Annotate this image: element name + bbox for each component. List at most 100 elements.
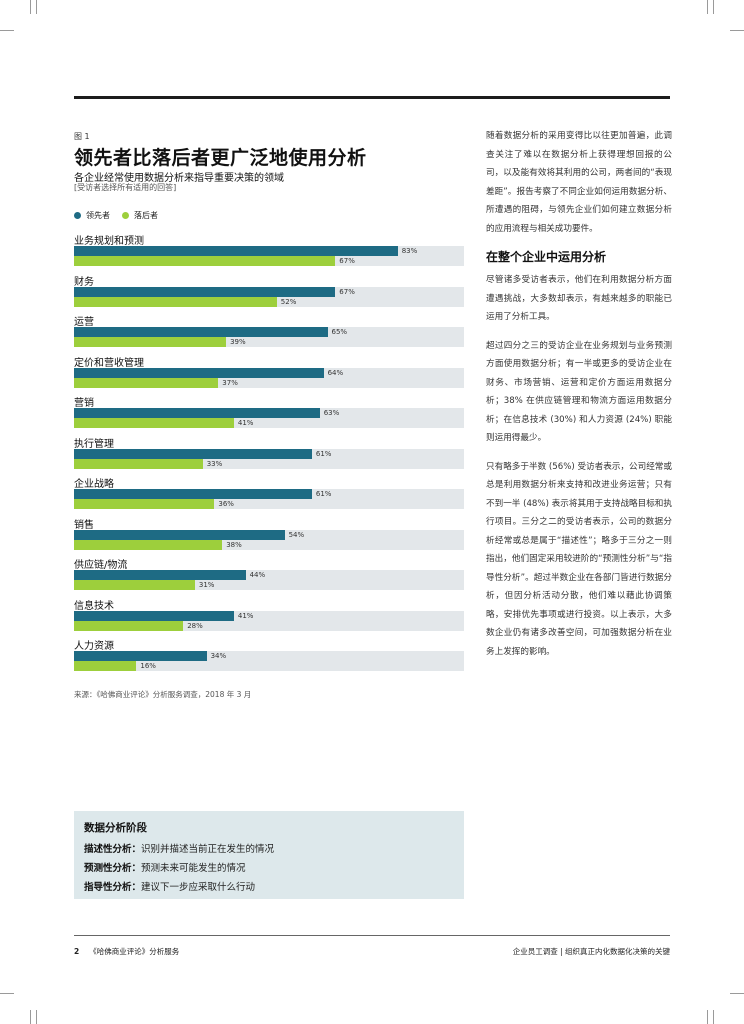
- legend-swatch-laggards: [122, 212, 129, 219]
- value-label-laggards: 31%: [198, 581, 215, 589]
- bar-laggards: [74, 580, 195, 590]
- bar-leaders: [74, 651, 207, 661]
- body-text-column: 随着数据分析的采用变得比以往更加普遍，此调查关注了难以在数据分析上获得理想回报的…: [486, 127, 672, 671]
- callout-desc: 识别并描述当前正在发生的情况: [141, 844, 275, 855]
- bar-track: [74, 651, 464, 661]
- bar-track: [74, 418, 464, 428]
- value-label-laggards: 67%: [339, 257, 355, 265]
- chart-legend: 领先者 落后者: [74, 210, 170, 221]
- category-label: 营销: [74, 398, 94, 409]
- bar-laggards: [74, 620, 184, 631]
- section-heading: 在整个企业中运用分析: [486, 250, 607, 264]
- bar-leaders: [74, 610, 234, 621]
- footer-rule: [74, 935, 670, 936]
- value-label-leaders: 54%: [288, 530, 305, 539]
- crop-mark: [707, 1010, 708, 1024]
- category-label: 执行管理: [74, 438, 114, 450]
- value-label-leaders: 64%: [327, 368, 344, 377]
- bar-laggards: [74, 661, 137, 671]
- value-label-laggards: 28%: [187, 621, 203, 630]
- bar-track: [74, 661, 464, 671]
- bar-track: [74, 458, 464, 469]
- bar-track: [74, 499, 464, 509]
- legend-swatch-leaders: [74, 212, 81, 219]
- bar-leaders: [74, 570, 246, 580]
- legend-item-leaders: 领先者: [74, 210, 110, 221]
- bar-track: [74, 610, 464, 621]
- bar-laggards: [74, 418, 234, 428]
- value-label-laggards: 52%: [280, 297, 297, 306]
- crop-mark: [713, 0, 714, 14]
- crop-mark: [707, 0, 708, 14]
- callout-item: 描述性分析：识别并描述当前正在发生的情况: [84, 841, 274, 855]
- callout-term: 指导性分析：: [84, 882, 142, 893]
- category-label: 业务规划和预测: [74, 236, 144, 247]
- value-label-laggards: 38%: [226, 540, 242, 549]
- bar-leaders: [74, 246, 398, 256]
- crop-mark: [0, 993, 14, 994]
- publication-name: 《哈佛商业评论》分析服务: [89, 947, 180, 956]
- value-label-laggards: 41%: [237, 419, 254, 427]
- callout-desc: 预测未来可能发生的情况: [141, 863, 246, 874]
- bar-laggards: [74, 256, 336, 266]
- bar-leaders: [74, 367, 324, 378]
- crop-mark: [730, 30, 744, 31]
- legend-label-leaders: 领先者: [86, 211, 110, 220]
- callout-title: 数据分析阶段: [84, 822, 147, 834]
- bar-laggards: [74, 377, 219, 388]
- value-label-leaders: 44%: [249, 571, 266, 579]
- value-label-laggards: 36%: [218, 500, 234, 508]
- category-label: 供应链/物流: [74, 560, 128, 571]
- bar-track: [74, 539, 464, 550]
- bar-track: [74, 337, 464, 347]
- crop-mark: [36, 0, 37, 14]
- bar-laggards: [74, 296, 277, 307]
- footer-right: 企业员工调查 | 组织真正内化数据化决策的关键: [512, 947, 670, 956]
- value-label-leaders: 63%: [323, 409, 340, 417]
- bar-leaders: [74, 408, 320, 418]
- crop-mark: [30, 0, 31, 14]
- value-label-leaders: 41%: [237, 611, 254, 620]
- value-label-leaders: 61%: [315, 449, 332, 458]
- bar-leaders: [74, 327, 328, 337]
- bar-laggards: [74, 539, 223, 550]
- top-rule: [74, 96, 670, 99]
- crop-mark: [0, 30, 14, 31]
- value-label-leaders: 67%: [339, 287, 355, 296]
- value-label-laggards: 37%: [222, 378, 238, 387]
- value-label-leaders: 34%: [210, 652, 227, 660]
- figure-source: 来源：《哈佛商业评论》分析服务调查，2018 年 3 月: [74, 690, 252, 699]
- callout-item: 指导性分析：建议下一步应采取什么行动: [84, 879, 255, 893]
- crop-mark: [30, 1010, 31, 1024]
- category-label: 人力资源: [74, 641, 114, 652]
- bar-track: [74, 620, 464, 631]
- legend-label-laggards: 落后者: [134, 211, 158, 220]
- value-label-leaders: 83%: [401, 247, 418, 255]
- body-paragraph: 随着数据分析的采用变得比以往更加普遍，此调查关注了难以在数据分析上获得理想回报的…: [486, 131, 672, 234]
- callout-item: 预测性分析：预测未来可能发生的情况: [84, 860, 246, 874]
- bar-laggards: [74, 499, 215, 509]
- page-number: 2: [74, 947, 80, 956]
- bar-track: [74, 377, 464, 388]
- crop-mark: [36, 1010, 37, 1024]
- bar-leaders: [74, 286, 336, 297]
- value-label-leaders: 65%: [331, 328, 348, 336]
- body-paragraph: 只有略多于半数 (56%) 受访者表示，公司经常或总是利用数据分析来支持和改进业…: [486, 461, 672, 657]
- figure-note: [受访者选择所有适用的回答]: [74, 183, 177, 192]
- figure-label: 图 1: [74, 132, 90, 141]
- crop-mark: [713, 1010, 714, 1024]
- legend-item-laggards: 落后者: [122, 210, 158, 221]
- callout-term: 描述性分析：: [84, 844, 142, 855]
- body-paragraph: 超过四分之三的受访企业在业务规划与业务预测方面使用数据分析；有一半或更多的受访企…: [486, 340, 672, 444]
- category-label: 财务: [74, 276, 94, 288]
- callout-term: 预测性分析：: [84, 863, 142, 874]
- bar-laggards: [74, 458, 203, 469]
- footer-left: 2 《哈佛商业评论》分析服务: [74, 946, 179, 957]
- bar-laggards: [74, 337, 227, 347]
- bar-track: [74, 570, 464, 580]
- bar-leaders: [74, 448, 312, 459]
- bar-leaders: [74, 489, 312, 499]
- category-label: 定价和营收管理: [74, 357, 144, 369]
- category-label: 企业战略: [74, 479, 114, 490]
- analytics-stages-callout: 数据分析阶段 描述性分析：识别并描述当前正在发生的情况 预测性分析：预测未来可能…: [74, 811, 464, 899]
